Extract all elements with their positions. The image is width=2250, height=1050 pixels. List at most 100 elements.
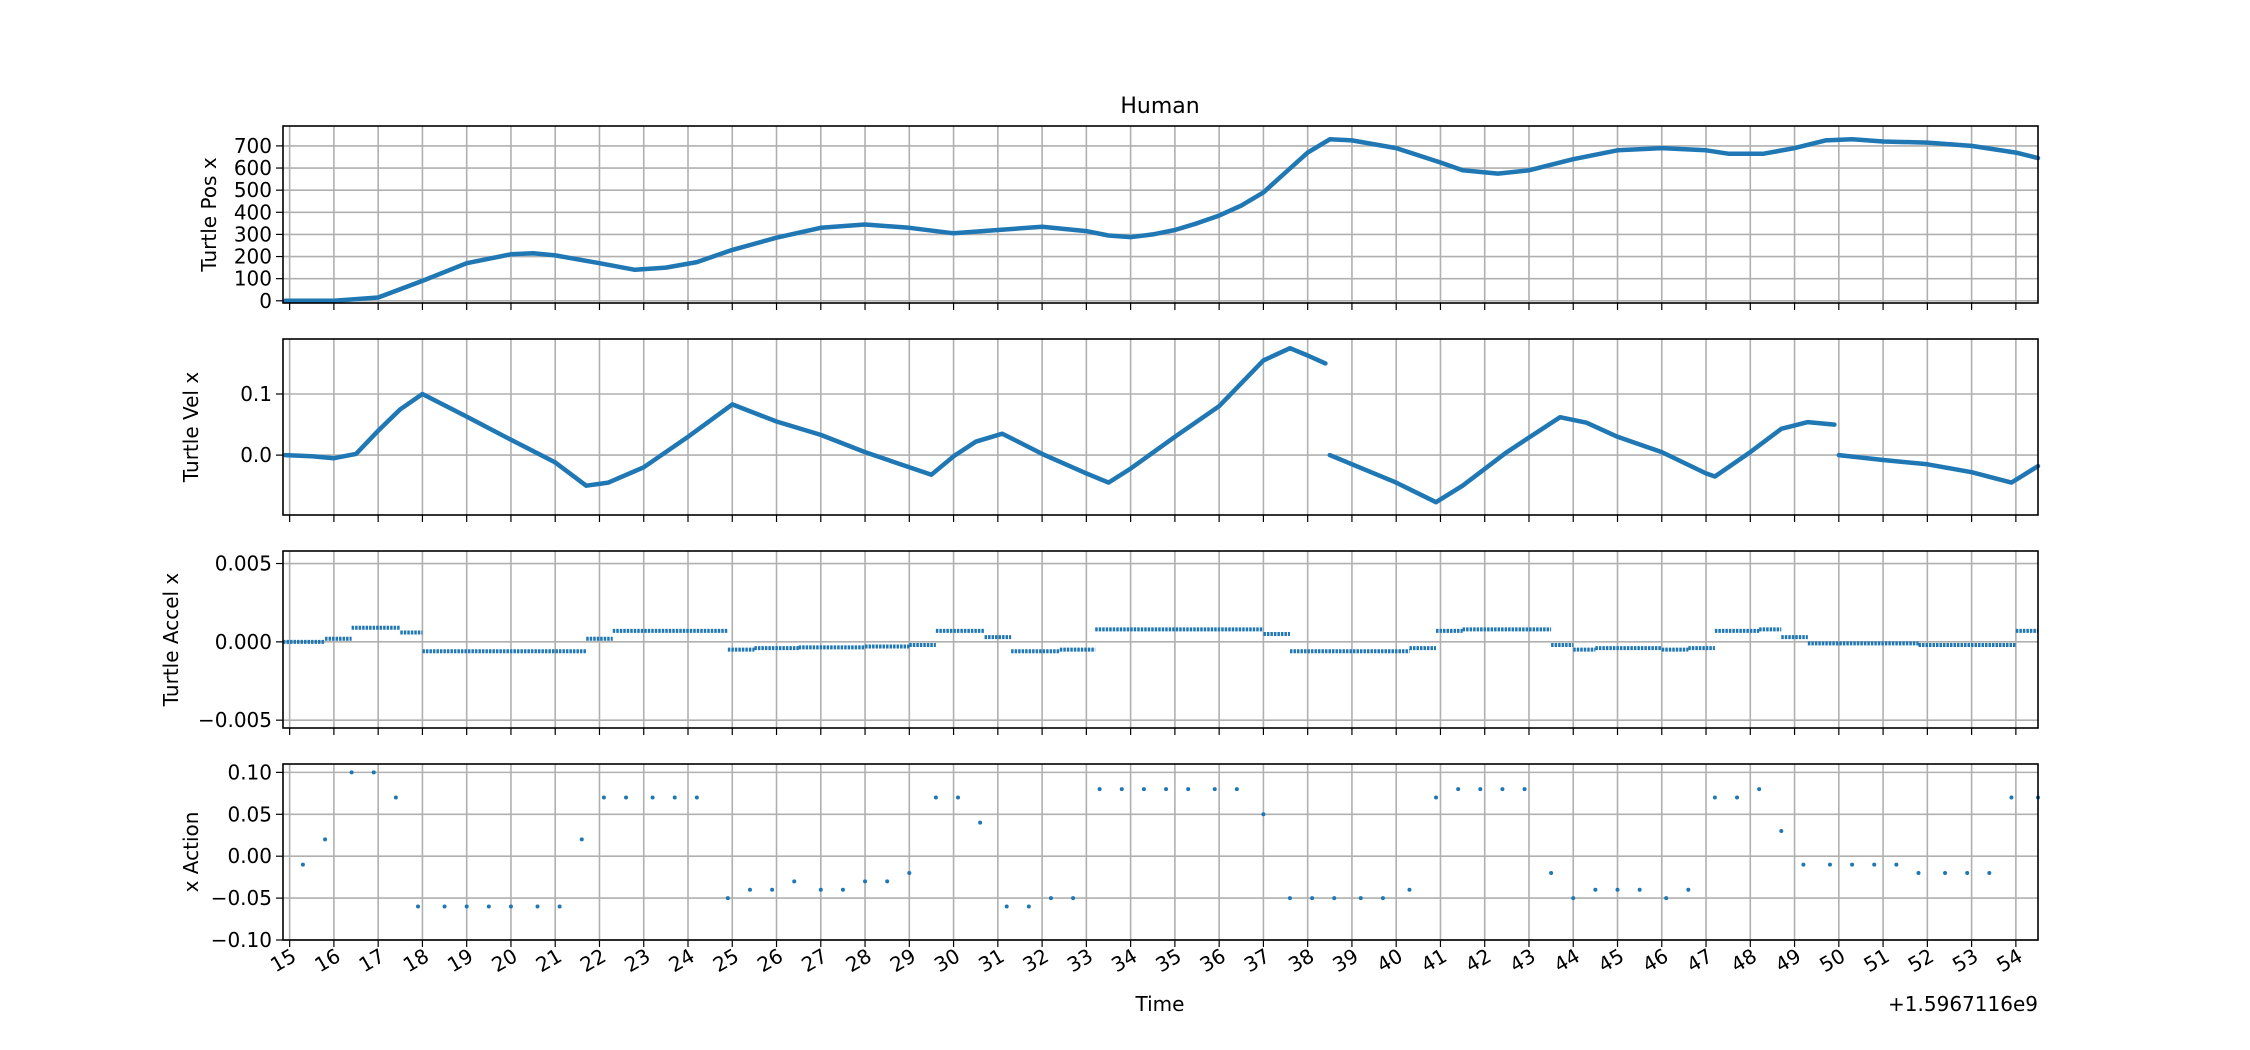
x-tick-label: 30: [930, 944, 964, 978]
data-point: [624, 795, 629, 800]
data-point: [1004, 904, 1009, 909]
y-tick-label: −0.05: [211, 886, 272, 910]
y-tick-label: 0.10: [227, 760, 272, 784]
data-point: [840, 887, 845, 892]
x-tick-label: 54: [1992, 944, 2026, 978]
data-point: [1664, 896, 1669, 901]
x-tick-label: 38: [1284, 944, 1318, 978]
y-tick-label: 0.1: [240, 382, 272, 406]
panel-x-action: −0.10 −0.05 0.00 0.05 0.10 x Action: [179, 760, 2040, 952]
data-point: [1500, 787, 1505, 792]
data-point: [1380, 896, 1385, 901]
data-point: [1026, 904, 1031, 909]
data-point: [672, 795, 677, 800]
data-point: [1261, 812, 1266, 817]
data-point: [508, 904, 513, 909]
data-point: [1637, 887, 1642, 892]
x-tick-label: 17: [355, 944, 389, 978]
data-point: [2009, 795, 2014, 800]
x-tick-label: 52: [1904, 944, 1938, 978]
data-point: [1850, 862, 1855, 867]
data-point: [1358, 896, 1363, 901]
y-tick-label: 400: [234, 200, 272, 224]
x-tick-label: 32: [1019, 944, 1053, 978]
data-point: [1712, 795, 1717, 800]
data-point: [1287, 896, 1292, 901]
y-tick-label: 200: [234, 245, 272, 269]
data-point: [1894, 862, 1899, 867]
x-tick-label: 26: [753, 944, 787, 978]
data-point: [1686, 887, 1691, 892]
y-axis-label: Turtle Pos x: [197, 157, 221, 273]
x-tick-label: 28: [842, 944, 876, 978]
data-point: [1186, 787, 1191, 792]
data-point: [1097, 787, 1102, 792]
x-axis: 15 16 17 18 19 20 21 22 23 24 25 26 27 28 29 30 31 32 33 34…: [266, 944, 2026, 978]
x-tick-label: 50: [1815, 944, 1849, 978]
data-point: [323, 837, 328, 842]
data-point: [300, 862, 305, 867]
data-point: [557, 904, 562, 909]
x-tick-label: 20: [487, 944, 521, 978]
x-tick-label: 43: [1505, 944, 1539, 978]
data-point: [1478, 787, 1483, 792]
x-tick-label: 34: [1107, 944, 1141, 978]
data-point: [371, 770, 376, 775]
data-point: [1212, 787, 1217, 792]
data-point: [1071, 896, 1076, 901]
x-tick-label: 24: [664, 944, 698, 978]
y-tick-label: −0.10: [211, 928, 272, 952]
y-axis-label: x Action: [179, 812, 203, 893]
x-tick-label: 51: [1860, 944, 1894, 978]
y-axis-label: Turtle Vel x: [179, 372, 203, 483]
x-tick-label: 31: [974, 944, 1008, 978]
data-point: [1779, 829, 1784, 834]
data-point: [978, 820, 983, 825]
x-tick-label: 22: [576, 944, 610, 978]
x-tick-label: 45: [1594, 944, 1628, 978]
data-point: [1164, 787, 1169, 792]
x-tick-label: 25: [709, 944, 743, 978]
y-tick-label: 500: [234, 178, 272, 202]
data-point: [1119, 787, 1124, 792]
x-tick-label: 35: [1151, 944, 1185, 978]
data-point: [393, 795, 398, 800]
data-point: [1407, 887, 1412, 892]
y-tick-label: −0.005: [198, 708, 272, 732]
panel-frame: [282, 550, 2039, 729]
x-tick-label: 19: [443, 944, 477, 978]
data-point: [1332, 896, 1337, 901]
data-point: [1987, 870, 1992, 875]
x-tick-label: 39: [1328, 944, 1362, 978]
data-point: [535, 904, 540, 909]
x-tick-label: 49: [1771, 944, 1805, 978]
x-tick-label: 40: [1373, 944, 1407, 978]
x-tick-label: 33: [1063, 944, 1097, 978]
data-point: [579, 837, 584, 842]
y-tick-label: 0.05: [227, 802, 272, 826]
data-point: [650, 795, 655, 800]
data-point: [885, 879, 890, 884]
x-tick-label: 23: [620, 944, 654, 978]
data-point: [1571, 896, 1576, 901]
data-point: [863, 879, 868, 884]
data-point: [770, 887, 775, 892]
y-axis-label: Turtle Accel x: [159, 573, 183, 708]
data-point: [725, 896, 730, 901]
data-point: [1549, 870, 1554, 875]
data-series: [282, 345, 2041, 505]
data-point: [1310, 896, 1315, 901]
data-point: [747, 887, 752, 892]
panel-frame: [282, 125, 2039, 304]
data-point: [1456, 787, 1461, 792]
panel-frame: [282, 763, 2039, 941]
y-tick-label: 0.000: [215, 630, 272, 654]
x-tick-label: 41: [1417, 944, 1451, 978]
data-point: [792, 879, 797, 884]
data-point: [1593, 887, 1598, 892]
x-tick-label: 21: [532, 944, 566, 978]
data-point: [694, 795, 699, 800]
data-point: [486, 904, 491, 909]
